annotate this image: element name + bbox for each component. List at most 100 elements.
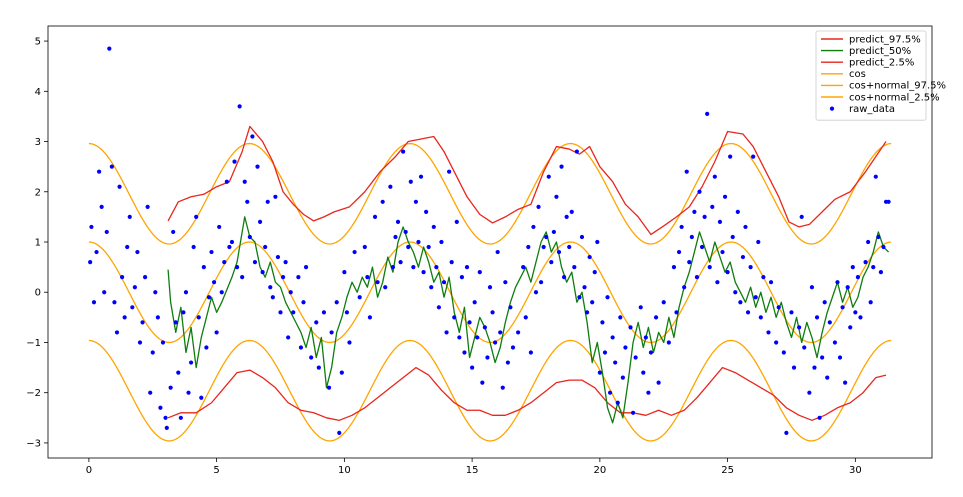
- y-tick-label: 4: [35, 87, 41, 98]
- raw-data-point: [393, 234, 398, 240]
- raw-data-point: [104, 229, 109, 235]
- raw-data-point: [119, 275, 125, 280]
- y-tick-label: 0: [35, 288, 41, 299]
- raw-data-point: [692, 209, 697, 214]
- raw-data-point: [845, 285, 850, 290]
- raw-data-point: [539, 280, 544, 285]
- raw-data-point: [411, 265, 416, 270]
- raw-data-point: [211, 280, 217, 285]
- raw-data-point: [127, 214, 132, 219]
- raw-data-point: [439, 239, 444, 245]
- raw-data-point: [850, 265, 855, 270]
- raw-data-point: [835, 280, 840, 285]
- raw-data-point: [434, 265, 439, 270]
- raw-data-point: [102, 290, 107, 295]
- raw-data-point: [462, 350, 467, 355]
- raw-data-point: [441, 280, 447, 285]
- y-tick-label: −3: [26, 438, 41, 449]
- raw-data-point: [395, 219, 401, 225]
- raw-data-point: [493, 340, 498, 345]
- raw-data-point: [837, 355, 843, 360]
- raw-data-point: [832, 340, 838, 345]
- raw-data-point: [743, 224, 748, 230]
- raw-data-point: [505, 360, 510, 365]
- raw-data-point: [579, 234, 585, 240]
- raw-data-point: [661, 300, 666, 305]
- raw-data-point: [613, 360, 618, 365]
- raw-data-point: [500, 385, 505, 390]
- raw-data-point: [676, 249, 682, 255]
- raw-data-point: [791, 365, 797, 370]
- raw-data-point: [171, 229, 176, 235]
- raw-data-point: [303, 265, 309, 270]
- raw-data-point: [797, 325, 802, 330]
- raw-data-point: [682, 285, 687, 290]
- raw-data-point: [881, 244, 886, 250]
- raw-data-point: [447, 169, 452, 174]
- raw-data-point: [178, 415, 183, 420]
- raw-data-point: [183, 290, 189, 295]
- raw-data-point: [807, 390, 812, 395]
- legend: predict_97.5%predict_50%predict_2.5%cosc…: [815, 30, 946, 121]
- raw-data-point: [401, 149, 406, 154]
- y-tick-label: 1: [35, 238, 41, 249]
- raw-data-point: [372, 214, 378, 219]
- raw-data-point: [329, 330, 334, 335]
- raw-data-point: [510, 345, 516, 350]
- raw-data-point: [459, 275, 464, 280]
- raw-data-point: [827, 320, 832, 325]
- raw-data-point: [426, 244, 431, 250]
- raw-data-point: [260, 270, 265, 275]
- raw-data-point: [766, 330, 771, 335]
- raw-data-point: [99, 204, 104, 209]
- raw-data-point: [454, 219, 459, 225]
- raw-data-point: [429, 285, 434, 290]
- raw-data-point: [186, 390, 191, 395]
- raw-data-point: [623, 345, 628, 350]
- raw-data-point: [544, 234, 549, 240]
- y-tick-label: −2: [26, 388, 41, 399]
- raw-data-point: [416, 239, 421, 245]
- raw-data-point: [237, 104, 242, 109]
- raw-data-point: [630, 410, 636, 415]
- raw-data-point: [480, 380, 485, 385]
- raw-data-point: [153, 290, 158, 295]
- raw-data-point: [181, 310, 186, 315]
- raw-data-point: [91, 300, 97, 305]
- raw-data-point: [334, 300, 339, 305]
- legend-label: cos+normal_97.5%: [849, 81, 946, 92]
- raw-data-point: [452, 315, 457, 320]
- raw-data-point: [577, 295, 582, 300]
- raw-data-point: [720, 249, 725, 255]
- raw-data-point: [418, 174, 424, 179]
- raw-data-point: [602, 350, 608, 355]
- raw-data-point: [158, 405, 163, 410]
- raw-data-point: [840, 305, 845, 310]
- raw-data-point: [219, 290, 224, 295]
- raw-data-point: [145, 204, 150, 209]
- raw-data-point: [94, 249, 99, 255]
- raw-data-point: [572, 265, 577, 270]
- raw-data-point: [607, 390, 613, 395]
- raw-data-point: [288, 290, 293, 295]
- raw-data-point: [490, 310, 495, 315]
- raw-data-point: [666, 340, 671, 345]
- raw-data-point: [472, 300, 477, 305]
- series-predict-50-line: [167, 216, 890, 424]
- raw-data-point: [112, 300, 117, 305]
- raw-data-point: [204, 345, 209, 350]
- raw-data-point: [173, 320, 178, 325]
- x-tick-label: 5: [213, 465, 219, 476]
- x-tick-label: 15: [466, 465, 479, 476]
- raw-data-point: [526, 244, 531, 250]
- raw-data-point: [600, 320, 605, 325]
- raw-data-point: [495, 249, 500, 255]
- raw-data-point: [697, 189, 702, 194]
- raw-data-point: [403, 229, 408, 235]
- series-raw-data: [88, 46, 891, 435]
- raw-data-point: [753, 295, 758, 300]
- raw-data-point: [142, 275, 148, 280]
- raw-data-point: [758, 315, 763, 320]
- raw-data-point: [270, 295, 275, 300]
- raw-data-point: [722, 194, 728, 199]
